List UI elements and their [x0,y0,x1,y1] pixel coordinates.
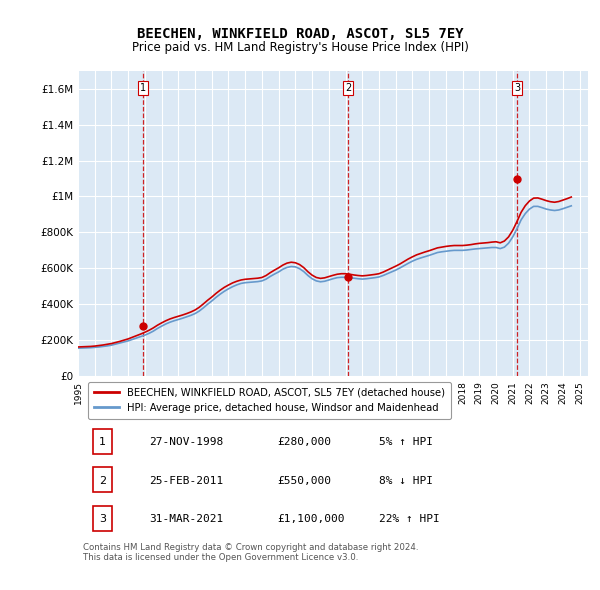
Text: 5% ↑ HPI: 5% ↑ HPI [379,437,433,447]
Text: 3: 3 [514,83,520,93]
Text: 8% ↓ HPI: 8% ↓ HPI [379,476,433,486]
Text: 31-MAR-2021: 31-MAR-2021 [149,514,224,525]
Legend: BEECHEN, WINKFIELD ROAD, ASCOT, SL5 7EY (detached house), HPI: Average price, de: BEECHEN, WINKFIELD ROAD, ASCOT, SL5 7EY … [88,382,451,418]
Text: Price paid vs. HM Land Registry's House Price Index (HPI): Price paid vs. HM Land Registry's House … [131,41,469,54]
FancyBboxPatch shape [94,506,112,530]
FancyBboxPatch shape [94,428,112,454]
Text: £280,000: £280,000 [277,437,331,447]
Text: 25-FEB-2011: 25-FEB-2011 [149,476,224,486]
Text: 1: 1 [140,83,146,93]
Text: 2: 2 [345,83,351,93]
Text: 1: 1 [99,437,106,447]
FancyBboxPatch shape [94,467,112,492]
Text: 2: 2 [99,476,106,486]
Text: £1,100,000: £1,100,000 [277,514,344,525]
Text: 3: 3 [99,514,106,525]
Text: BEECHEN, WINKFIELD ROAD, ASCOT, SL5 7EY: BEECHEN, WINKFIELD ROAD, ASCOT, SL5 7EY [137,27,463,41]
Text: Contains HM Land Registry data © Crown copyright and database right 2024.
This d: Contains HM Land Registry data © Crown c… [83,543,419,562]
Text: 22% ↑ HPI: 22% ↑ HPI [379,514,440,525]
Text: 27-NOV-1998: 27-NOV-1998 [149,437,224,447]
Text: £550,000: £550,000 [277,476,331,486]
